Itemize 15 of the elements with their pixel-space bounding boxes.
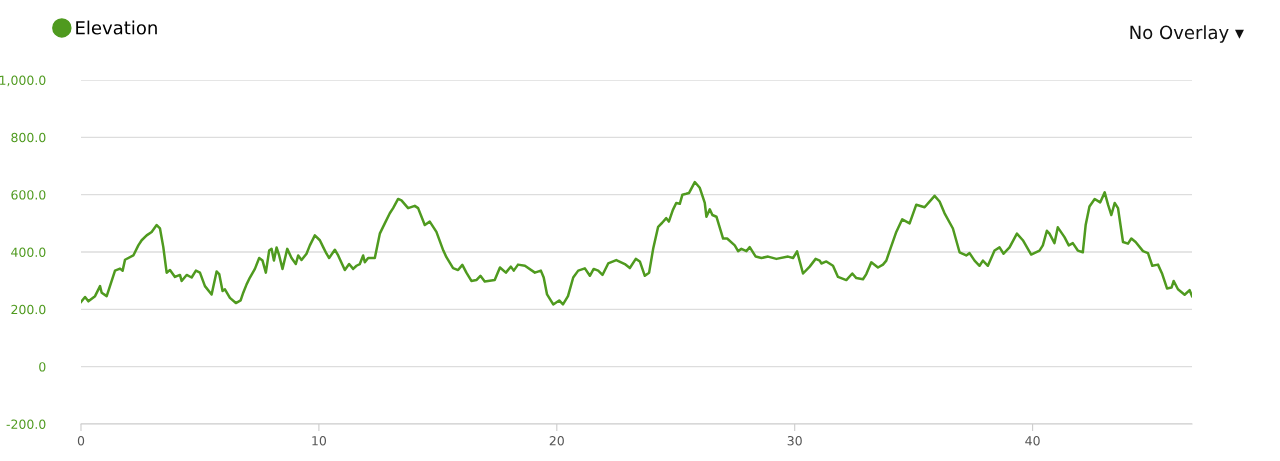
y-tick-label: 1,000.0 xyxy=(0,75,46,87)
x-tick-label: 0 xyxy=(77,436,85,446)
line-series xyxy=(81,180,1192,306)
y-tick-label: 0 xyxy=(39,362,46,372)
y-tick-label: 200.0 xyxy=(11,304,46,315)
text: No Overlay ▾ xyxy=(1130,25,1244,43)
x-tick-label: 20 xyxy=(549,436,564,446)
x-tick-label: 10 xyxy=(312,436,327,446)
legend-label: Elevation xyxy=(76,20,157,35)
x-tick-label: 30 xyxy=(787,436,802,446)
x-tick-label: 40 xyxy=(1025,436,1040,446)
y-tick-label: 600.0 xyxy=(11,190,46,200)
y-tick-label: 800.0 xyxy=(11,132,46,143)
y-tick-label: -200.0 xyxy=(6,419,46,429)
y-tick-label: 400.0 xyxy=(11,247,46,257)
